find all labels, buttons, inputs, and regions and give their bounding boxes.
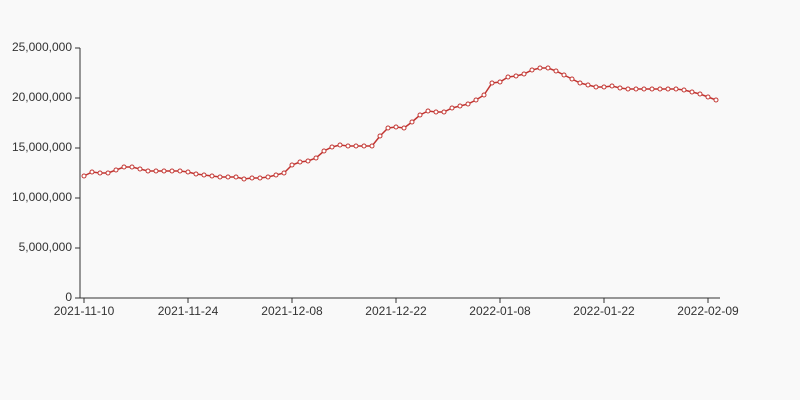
point [97,170,103,176]
point [113,167,119,173]
point [89,169,95,175]
point [273,172,279,178]
point [81,173,87,179]
point [393,124,399,130]
point [481,92,487,98]
point [625,86,631,92]
y-tick-label: 10,000,000 [12,190,72,204]
point [609,83,615,89]
point [281,170,287,176]
point [385,125,391,131]
point [137,166,143,172]
point [265,174,271,180]
point [585,82,591,88]
y-tick-label: 20,000,000 [12,90,72,104]
point [697,91,703,97]
y-tick-label: 15,000,000 [12,140,72,154]
point [153,168,159,174]
point [217,174,223,180]
point [193,171,199,177]
point [441,109,447,115]
y-tick-label: 5,000,000 [19,240,73,254]
point [161,168,167,174]
point [321,148,327,154]
point [545,65,551,71]
point [249,175,255,181]
point [289,162,295,168]
point [641,86,647,92]
point [657,86,663,92]
point [145,168,151,174]
point [313,155,319,161]
point [241,176,247,182]
point [705,94,711,100]
point [233,174,239,180]
y-tick-label: 25,000,000 [12,40,72,54]
point [337,142,343,148]
point [297,159,303,165]
point [497,79,503,85]
point [169,168,175,174]
point [649,86,655,92]
point [201,172,207,178]
x-tick-label: 2021-11-24 [158,304,219,318]
point [505,74,511,80]
point [353,143,359,149]
point [537,65,543,71]
point [105,170,111,176]
point [465,101,471,107]
point [345,143,351,149]
x-tick-label: 2021-11-10 [54,304,115,318]
point [529,67,535,73]
x-tick-label: 2022-01-22 [573,304,635,318]
point [713,97,719,103]
point [449,105,455,111]
point [377,133,383,139]
point [361,143,367,149]
point [673,86,679,92]
point [401,125,407,131]
point [225,174,231,180]
point [489,80,495,86]
point [617,85,623,91]
line [83,67,717,180]
point [593,84,599,90]
point [633,86,639,92]
x-tick-label: 2022-01-08 [469,304,531,318]
point [409,119,415,125]
point [369,143,375,149]
point [513,73,519,79]
point [433,109,439,115]
point [209,173,215,179]
point [417,112,423,118]
x-tick-label: 2022-02-09 [677,304,739,318]
point [457,103,463,109]
point [121,164,127,170]
point [473,97,479,103]
point [561,72,567,78]
point [681,87,687,93]
point [129,164,135,170]
x-tick-label: 2021-12-22 [365,304,427,318]
point [665,86,671,92]
point [569,76,575,82]
point [601,84,607,90]
point [185,169,191,175]
point [425,108,431,114]
point [553,68,559,74]
point [257,175,263,181]
point [521,71,527,77]
point [177,168,183,174]
point [577,80,583,86]
x-tick-label: 2021-12-08 [261,304,323,318]
point [305,158,311,164]
y-tick-label: 0 [65,290,72,304]
point [689,89,695,95]
point [329,144,335,150]
